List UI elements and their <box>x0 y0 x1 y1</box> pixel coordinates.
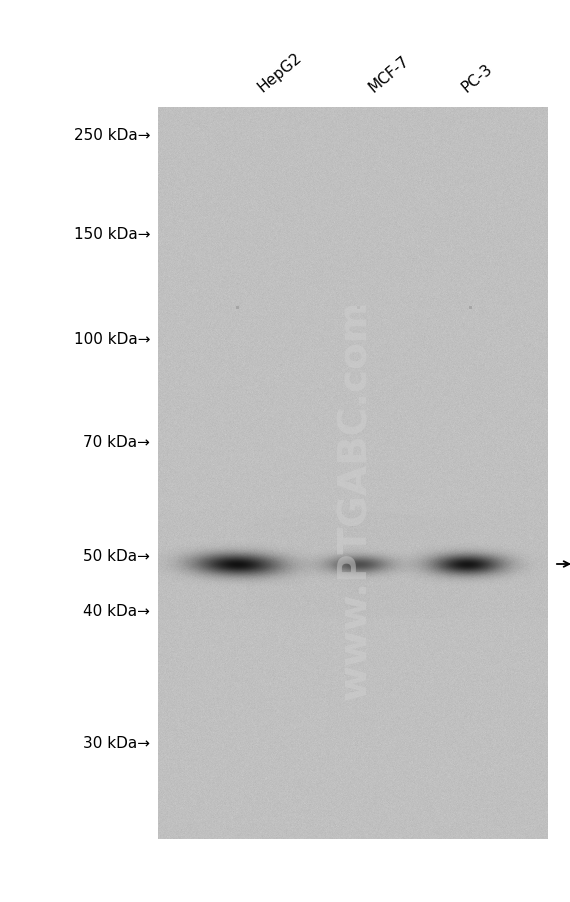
Text: 150 kDa→: 150 kDa→ <box>74 227 150 243</box>
Text: 250 kDa→: 250 kDa→ <box>74 127 150 143</box>
Text: PC-3: PC-3 <box>458 60 495 95</box>
Text: HepG2: HepG2 <box>255 50 305 95</box>
Text: 100 kDa→: 100 kDa→ <box>74 332 150 347</box>
Text: www.PTGABC.com: www.PTGABC.com <box>336 299 374 699</box>
Text: MCF-7: MCF-7 <box>365 53 412 95</box>
Text: 50 kDa→: 50 kDa→ <box>83 549 150 564</box>
Text: 40 kDa→: 40 kDa→ <box>83 603 150 619</box>
Text: 70 kDa→: 70 kDa→ <box>83 435 150 450</box>
Text: 30 kDa→: 30 kDa→ <box>83 736 150 750</box>
